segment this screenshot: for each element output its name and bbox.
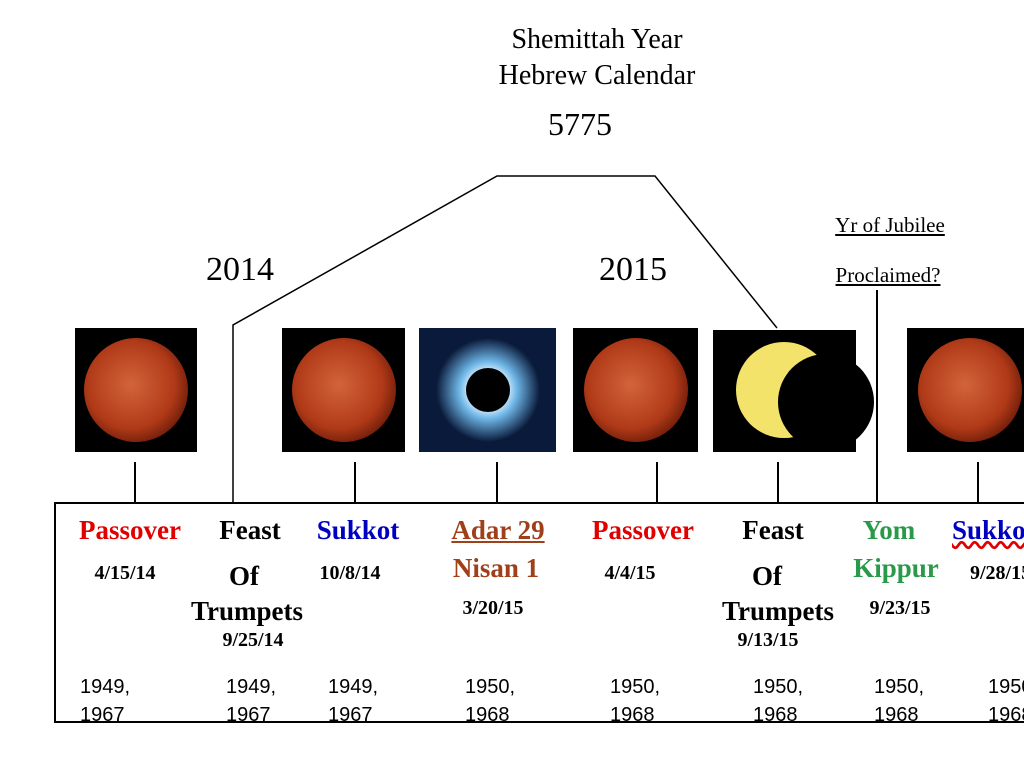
moon-images [75, 328, 1024, 452]
event-years: 1968 [753, 704, 798, 726]
year-label: 2014 [206, 251, 274, 288]
event-years: 1949, [328, 676, 379, 698]
event-name: Nisan 1 [452, 553, 540, 583]
jubilee-label: Proclaimed? [835, 263, 941, 287]
event-date: 9/13/15 [737, 629, 799, 651]
event-name: Adar 29 [451, 515, 545, 545]
event-years: 1950, [874, 676, 925, 698]
event-date: 9/25/14 [222, 629, 284, 651]
event-years: 1950, [610, 676, 661, 698]
event-years: 1950, [988, 676, 1024, 698]
event-date: 9/28/15 [970, 562, 1024, 584]
event-years: 1967 [80, 704, 125, 726]
header-line: Shemittah Year [511, 24, 683, 55]
event-name: Sukkot [952, 515, 1024, 545]
event-years: 1949, [80, 676, 131, 698]
event-name: Feast [742, 515, 804, 545]
event-years: 1967 [226, 704, 271, 726]
event-name: Trumpets [722, 596, 834, 626]
jubilee-label: Yr of Jubilee [835, 213, 945, 237]
event-years: 1968 [988, 704, 1024, 726]
event-name: Passover [592, 515, 694, 545]
event-years: 1950, [753, 676, 804, 698]
year-label: 2015 [599, 251, 667, 288]
event-years: 1968 [874, 704, 919, 726]
header-line: Hebrew Calendar [498, 60, 696, 91]
event-years: 1967 [328, 704, 373, 726]
header-year: 5775 [548, 106, 612, 142]
connectors [54, 175, 1024, 723]
event-date: 4/4/15 [604, 562, 656, 584]
event-date: 4/15/14 [94, 562, 156, 584]
event-name: Trumpets [191, 596, 303, 626]
event-name: Of [229, 561, 259, 591]
event-name: Kippur [853, 553, 939, 583]
event-years: 1968 [610, 704, 655, 726]
event-years: 1949, [226, 676, 277, 698]
event-name: Of [752, 561, 782, 591]
event-date: 3/20/15 [462, 597, 524, 619]
event-name: Feast [219, 515, 281, 545]
event-name: Sukkot [316, 515, 400, 545]
event-date: 9/23/15 [869, 597, 931, 619]
event-years: 1968 [465, 704, 510, 726]
event-name: Passover [79, 515, 181, 545]
event-date: 10/8/14 [319, 562, 381, 584]
event-years: 1950, [465, 676, 516, 698]
event-name: Yom [862, 515, 916, 545]
